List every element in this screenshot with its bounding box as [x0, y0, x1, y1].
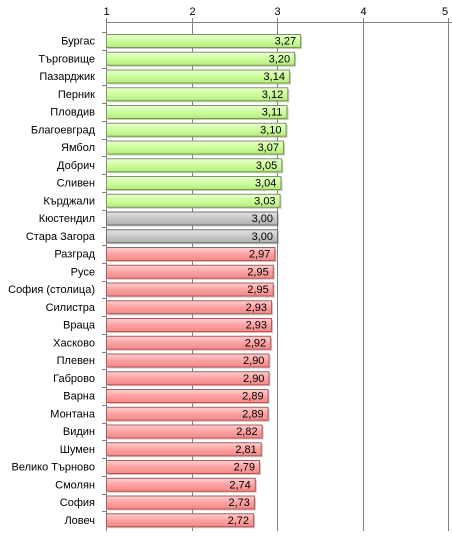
data-label: 3,07 — [258, 142, 279, 154]
labels: 1 2 3 4 5 3,27 Бургас 3,20 Търговище 3,14 Пазарджи… — [8, 6, 448, 527]
category-label: Бургас — [61, 36, 95, 48]
data-label: 2,90 — [243, 355, 264, 367]
category-label: Ямбол — [61, 142, 95, 154]
bar-Монтана — [106, 406, 269, 421]
bar-Русе — [106, 264, 274, 279]
category-label: Пловдив — [50, 107, 95, 119]
category-label: Пазарджик — [39, 71, 95, 83]
data-label: 2,89 — [242, 408, 263, 420]
bar-Варна — [106, 389, 269, 403]
category-label: Търговище — [38, 53, 95, 65]
bar-Смолян — [106, 477, 256, 492]
data-label: 2,79 — [234, 462, 255, 474]
bar-Бургас — [106, 34, 302, 48]
category-label: Разград — [54, 249, 95, 261]
bar-Търговище — [106, 51, 296, 66]
data-label: 3,12 — [262, 89, 283, 101]
x-tick-label: 4 — [360, 6, 366, 18]
category-label: Кърджали — [43, 195, 95, 207]
x-tick-label: 5 — [442, 6, 448, 18]
category-label: София — [60, 497, 95, 509]
category-label: Перник — [58, 89, 95, 101]
data-label: 3,10 — [260, 124, 281, 136]
data-label: 3,11 — [262, 107, 283, 119]
bar-Кюстендил — [106, 211, 278, 226]
category-label: Силистра — [46, 302, 96, 314]
category-label: Смолян — [55, 479, 95, 491]
category-label: Габрово — [53, 373, 95, 385]
data-label: 2,95 — [247, 266, 268, 278]
data-label: 2,73 — [228, 497, 249, 509]
category-label: Шумен — [60, 444, 95, 456]
category-label: Велико Търново — [11, 462, 95, 474]
data-label: 3,04 — [255, 178, 276, 190]
data-label: 2,82 — [236, 426, 257, 438]
data-label: 2,89 — [242, 391, 263, 403]
data-label: 2,93 — [246, 320, 267, 332]
data-label: 2,95 — [247, 284, 268, 296]
bar-Добрич — [106, 158, 283, 173]
bar-Кърджали — [106, 193, 281, 208]
bar-Плевен — [106, 353, 270, 368]
data-label: 3,20 — [269, 53, 290, 65]
x-tick-label: 2 — [189, 6, 195, 18]
bar-Ямбол — [106, 140, 284, 155]
category-label: София (столица) — [8, 284, 95, 296]
data-label: 3,05 — [256, 160, 277, 172]
category-label: Благоевград — [31, 124, 96, 136]
data-label: 3,03 — [254, 195, 275, 207]
category-label: Ловеч — [64, 515, 95, 527]
data-label: 2,81 — [235, 444, 256, 456]
bar-Шумен — [106, 442, 262, 457]
data-label: 2,90 — [243, 373, 264, 385]
bar-Стара Загора — [106, 229, 278, 244]
bar-Перник — [106, 87, 289, 102]
category-label: Русе — [71, 266, 95, 278]
category-label: Кюстендил — [39, 213, 95, 225]
bar-Велико Търново — [106, 460, 261, 474]
bar-Ловеч — [106, 513, 255, 528]
bar-Сливен — [106, 176, 282, 190]
category-label: Хасково — [53, 337, 95, 349]
category-label: Монтана — [50, 408, 96, 420]
bars — [106, 34, 303, 529]
x-tick-label: 3 — [274, 6, 280, 18]
category-label: Добрич — [57, 160, 95, 172]
data-label: 2,74 — [229, 479, 250, 491]
bar-Видин — [106, 424, 263, 439]
bar-Пловдив — [106, 105, 288, 119]
data-label: 3,00 — [252, 231, 273, 243]
data-label: 3,27 — [275, 36, 296, 48]
x-tick-label: 1 — [103, 6, 109, 18]
bar-София — [106, 495, 255, 510]
bar-Благоевград — [106, 122, 287, 137]
data-label: 3,00 — [252, 213, 273, 225]
category-label: Сливен — [57, 178, 95, 190]
category-label: Видин — [63, 426, 95, 438]
bar-Хасково — [106, 335, 272, 350]
category-label: Плевен — [57, 355, 95, 367]
data-label: 2,93 — [246, 302, 267, 314]
data-label: 2,92 — [245, 337, 266, 349]
bar-Габрово — [106, 371, 270, 386]
data-label: 2,72 — [228, 515, 249, 527]
category-label: Варна — [63, 391, 96, 403]
bar-Враца — [106, 318, 273, 332]
bar-Силистра — [106, 300, 273, 315]
data-label: 2,97 — [249, 249, 270, 261]
category-label: Стара Загора — [26, 231, 96, 243]
bar-Пазарджик — [106, 69, 290, 84]
data-label: 3,14 — [264, 71, 285, 83]
bar-София (столица) — [106, 282, 274, 297]
bar-Разград — [106, 247, 276, 261]
category-label: Враца — [63, 320, 96, 332]
